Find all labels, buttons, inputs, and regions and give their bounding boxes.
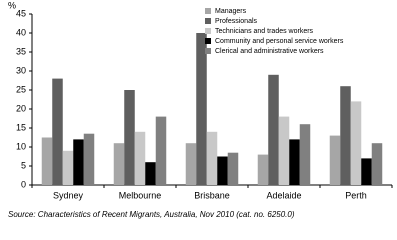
x-tick-label: Perth [345, 190, 367, 200]
bar [289, 139, 300, 185]
legend-label: Clerical and administrative workers [215, 48, 324, 55]
legend-label: Professionals [215, 18, 258, 25]
legend-label: Managers [215, 8, 247, 15]
legend-label: Community and personal service workers [215, 38, 344, 45]
y-tick-label: 5 [21, 160, 26, 170]
bar [361, 158, 372, 185]
x-tick-label: Adelaide [266, 190, 301, 200]
x-tick-label: Melbourne [119, 190, 162, 200]
legend-swatch [205, 48, 211, 54]
bar [227, 152, 239, 185]
bar [134, 131, 146, 185]
bar [257, 154, 269, 185]
y-tick-label: 10 [16, 141, 26, 151]
bar [83, 133, 95, 185]
legend-label: Technicians and trades workers [215, 28, 314, 35]
legend-swatch [205, 38, 211, 44]
source-note: Source: Characteristics of Recent Migran… [8, 210, 295, 219]
y-tick-label: 15 [16, 122, 26, 132]
y-tick-label: 25 [16, 84, 26, 94]
legend-swatch [205, 28, 211, 34]
bar [278, 116, 290, 185]
bar [73, 139, 84, 185]
bar [41, 137, 53, 185]
x-tick-label: Brisbane [194, 190, 230, 200]
y-tick-label: 40 [16, 27, 26, 37]
bar [350, 101, 362, 185]
bar [299, 124, 311, 185]
legend-swatch [205, 18, 211, 24]
bar [371, 143, 383, 185]
bar [155, 116, 167, 185]
bar [113, 143, 125, 185]
bar [340, 86, 351, 185]
bar [196, 33, 207, 185]
y-axis-label: % [8, 0, 16, 10]
bar [206, 131, 218, 185]
bar [217, 156, 228, 185]
bar [268, 74, 279, 185]
y-tick-label: 20 [16, 103, 26, 113]
x-tick-label: Sydney [53, 190, 84, 200]
y-tick-label: 35 [16, 46, 26, 56]
bar [329, 135, 341, 185]
bar [185, 143, 197, 185]
bar [62, 150, 74, 185]
y-tick-label: 45 [16, 8, 26, 18]
legend-swatch [205, 8, 211, 14]
y-tick-label: 30 [16, 65, 26, 75]
bar [52, 78, 63, 185]
bar [124, 90, 135, 185]
y-tick-label: 0 [21, 179, 26, 189]
bar [145, 162, 156, 185]
chart: % Source: Characteristics of Recent Migr… [8, 0, 393, 219]
